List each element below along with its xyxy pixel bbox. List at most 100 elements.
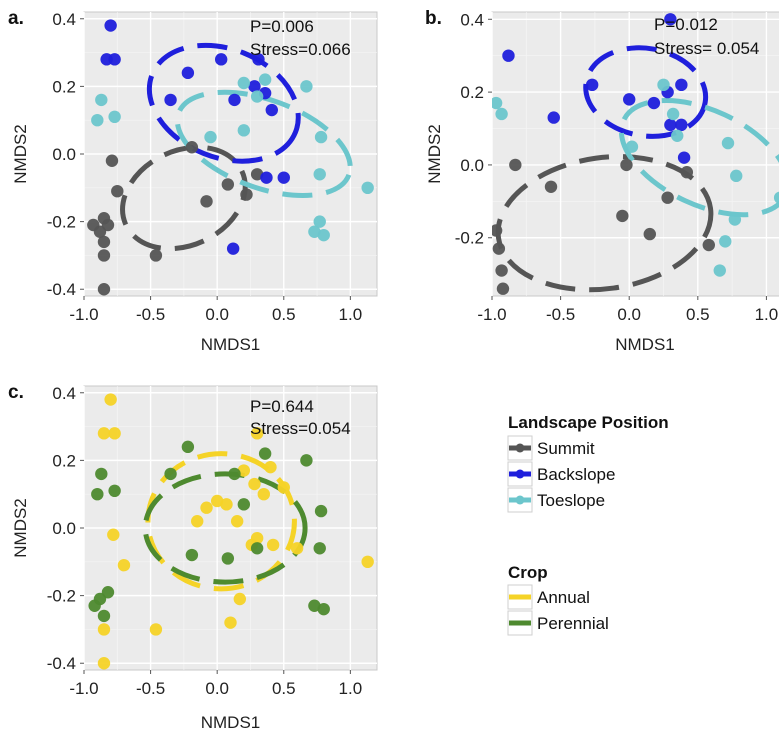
panel-c-x-axis-title: NMDS1: [201, 713, 261, 732]
data-point-annual: [97, 657, 111, 670]
data-point-annual: [210, 494, 224, 508]
y-tick-label: 0.0: [460, 156, 484, 175]
data-point-summit: [509, 158, 522, 172]
data-point-toeslope: [495, 107, 508, 121]
data-point-summit: [616, 209, 629, 223]
data-point-backslope: [675, 78, 688, 92]
panel-c-ellipses: [142, 451, 308, 592]
panel-b-letter: b.: [425, 8, 442, 29]
data-point-annual: [266, 538, 280, 552]
x-tick-label: 1.0: [339, 679, 363, 698]
data-point-perennial: [88, 599, 101, 612]
x-tick-label: 1.0: [339, 305, 363, 324]
data-point-backslope: [104, 19, 117, 32]
data-point-annual: [250, 427, 264, 440]
y-tick-label: 0.4: [52, 384, 76, 403]
panel-b-ticks: -1.0 -0.5 0.0 0.5 1.0 -0.2 0.0 0.2 0.4: [455, 10, 779, 324]
data-point-perennial: [95, 467, 108, 481]
panel-c: c. -1.0 -0.5 0.0 0.5 1.0 -0.4 -0.2 0.0 0.2 0.4 P=…: [8, 382, 378, 732]
data-point-summit: [240, 188, 253, 201]
legend-key-point: [515, 495, 525, 505]
legend-label-perennial: Perennial: [537, 614, 609, 633]
data-point-toeslope: [361, 181, 374, 195]
data-point-toeslope: [91, 113, 104, 127]
data-point-backslope: [623, 93, 636, 106]
panel-a-letter: a.: [8, 8, 24, 29]
legend-crop: Crop Annual Perennial: [507, 563, 609, 636]
data-point-backslope: [664, 118, 677, 132]
panel-a-ticks: -1.0 -0.5 0.0 0.5 1.0 -0.4 -0.2 0.0 0.2 0.4: [47, 10, 362, 324]
confidence-ellipse-perennial: [142, 471, 308, 585]
data-point-annual: [361, 555, 374, 569]
data-point-perennial: [181, 440, 195, 454]
panel-a-x-axis-title: NMDS1: [201, 335, 261, 354]
data-point-annual: [230, 515, 244, 528]
data-point-toeslope: [237, 76, 251, 90]
data-point-backslope: [265, 103, 278, 117]
data-point-perennial: [108, 484, 121, 498]
data-point-toeslope: [773, 191, 779, 204]
data-point-summit: [492, 242, 506, 255]
data-point-summit: [495, 264, 508, 277]
panel-c-letter: c.: [8, 382, 24, 403]
data-point-backslope: [664, 13, 677, 26]
data-point-perennial: [221, 552, 235, 565]
legend-label-annual: Annual: [537, 588, 590, 607]
data-point-summit: [97, 212, 111, 225]
data-point-summit: [496, 282, 510, 295]
data-point-toeslope: [671, 129, 684, 142]
data-point-annual: [290, 542, 304, 555]
panel-c-ticks: -1.0 -0.5 0.0 0.5 1.0 -0.4 -0.2 0.0 0.2 0.4: [47, 384, 362, 698]
data-point-toeslope: [314, 130, 328, 144]
x-tick-label: 0.5: [272, 305, 296, 324]
legend-landscape-keys: Summit Backslope Toeslope: [507, 435, 615, 513]
legend-label-summit: Summit: [537, 439, 595, 458]
x-tick-label: 0.0: [617, 305, 641, 324]
data-point-annual: [200, 501, 213, 514]
data-point-summit: [185, 141, 199, 154]
data-point-toeslope: [728, 213, 742, 226]
data-point-annual: [257, 487, 270, 501]
data-point-backslope: [585, 78, 599, 92]
data-point-backslope: [547, 111, 560, 124]
data-point-backslope: [226, 242, 240, 255]
panel-a-points: [87, 19, 374, 296]
data-point-backslope: [214, 53, 228, 66]
legend-key-point: [515, 469, 525, 479]
data-point-toeslope: [237, 124, 251, 137]
data-point-perennial: [258, 447, 272, 460]
x-tick-label: 1.0: [755, 305, 779, 324]
data-point-summit: [661, 191, 674, 204]
data-point-backslope: [164, 93, 177, 107]
data-point-annual: [117, 558, 131, 572]
data-point-backslope: [248, 80, 261, 93]
data-point-toeslope: [108, 110, 121, 124]
data-point-perennial: [91, 487, 104, 501]
legend-key-point: [515, 443, 525, 453]
data-point-summit: [680, 166, 694, 179]
data-point-backslope: [108, 53, 121, 66]
legend-label-backslope: Backslope: [537, 465, 615, 484]
data-point-summit: [149, 249, 163, 262]
data-point-toeslope: [666, 107, 680, 121]
panel-b-points: [492, 13, 779, 295]
panel-b: b. -1.0 -0.5 0.0 0.5 1.0 -0.2 0.0 0.2 0.4 P=0.01…: [425, 8, 779, 354]
data-point-backslope: [675, 118, 688, 132]
data-point-perennial: [313, 542, 326, 555]
data-point-annual: [191, 515, 204, 528]
confidence-ellipse-toeslope: [174, 89, 353, 198]
data-point-toeslope: [300, 80, 313, 93]
panel-a-y-axis-title: NMDS2: [11, 124, 30, 184]
confidence-ellipse-backslope: [583, 45, 709, 139]
x-tick-label: -1.0: [477, 305, 506, 324]
legend-crop-title: Crop: [508, 563, 548, 582]
data-point-toeslope: [258, 73, 272, 86]
panel-b-ellipses: [495, 45, 779, 293]
data-point-annual: [233, 592, 247, 606]
data-point-perennial: [101, 586, 115, 599]
x-tick-label: -0.5: [136, 679, 165, 698]
data-point-annual: [104, 393, 117, 406]
data-point-summit: [111, 184, 124, 198]
y-tick-label: -0.2: [47, 213, 76, 232]
